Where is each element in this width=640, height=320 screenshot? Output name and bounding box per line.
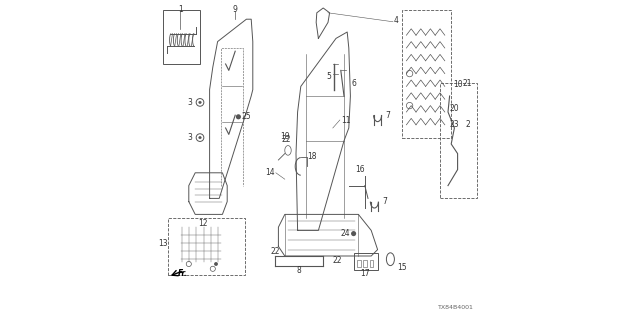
Bar <box>402 10 451 138</box>
Text: 2: 2 <box>466 120 470 129</box>
Text: 1: 1 <box>178 5 182 14</box>
Text: 3: 3 <box>187 133 192 142</box>
Text: 14: 14 <box>266 168 275 177</box>
Text: 5: 5 <box>326 72 332 81</box>
Text: 25: 25 <box>242 112 252 121</box>
Text: 9: 9 <box>233 5 237 14</box>
Bar <box>364 260 367 267</box>
Text: 10: 10 <box>453 80 463 89</box>
Circle shape <box>198 136 201 139</box>
Text: 7: 7 <box>385 111 390 120</box>
Bar <box>370 260 374 267</box>
Bar <box>357 260 361 267</box>
Text: 3: 3 <box>187 98 192 107</box>
Text: 15: 15 <box>397 263 406 272</box>
Text: 22: 22 <box>271 247 280 256</box>
Text: 22: 22 <box>282 135 291 144</box>
Text: 20: 20 <box>449 104 460 113</box>
Text: TX84B4001: TX84B4001 <box>438 305 474 310</box>
Text: 24: 24 <box>340 229 351 238</box>
Circle shape <box>198 101 201 104</box>
Text: 13: 13 <box>158 239 168 248</box>
Text: 6: 6 <box>352 79 357 88</box>
Text: Fr.: Fr. <box>178 269 188 278</box>
Text: 7: 7 <box>383 197 387 206</box>
Circle shape <box>236 114 241 119</box>
Bar <box>354 253 378 270</box>
Text: 12: 12 <box>198 220 208 228</box>
Text: 23: 23 <box>449 120 460 129</box>
Bar <box>163 10 200 64</box>
Circle shape <box>214 262 218 266</box>
Text: 11: 11 <box>340 116 350 124</box>
Text: 4: 4 <box>394 16 399 25</box>
Text: 16: 16 <box>355 165 365 174</box>
Bar <box>440 83 477 198</box>
Bar <box>168 218 245 275</box>
Text: 8: 8 <box>297 266 301 275</box>
Text: 21: 21 <box>462 79 472 88</box>
Circle shape <box>351 231 356 236</box>
Text: 18: 18 <box>307 152 317 161</box>
Text: 17: 17 <box>360 269 370 278</box>
Text: 22: 22 <box>333 256 342 265</box>
Text: 19: 19 <box>280 132 290 140</box>
